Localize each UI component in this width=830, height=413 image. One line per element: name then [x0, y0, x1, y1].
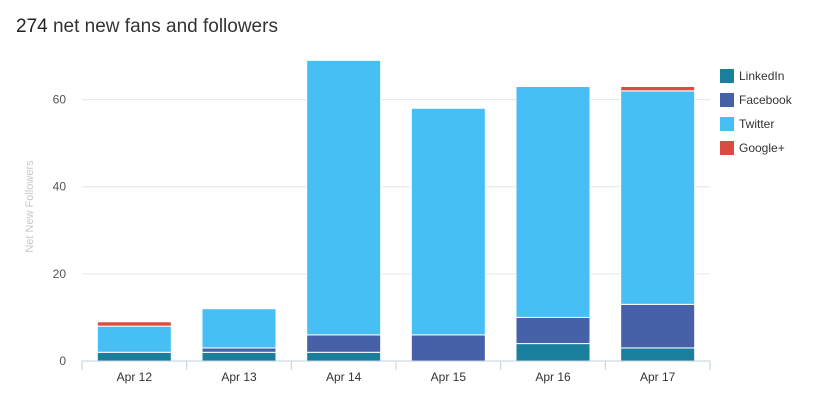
- chart-title: 274 net new fans and followers: [16, 16, 278, 38]
- total-count: 274: [16, 16, 48, 37]
- y-tick-label: 60: [53, 93, 67, 107]
- bar-linkedin: [96, 351, 172, 362]
- y-tick-label: 40: [53, 180, 67, 194]
- bar-google-: [96, 321, 172, 327]
- bar-twitter: [410, 107, 486, 336]
- legend-label: Facebook: [739, 93, 792, 107]
- bar-facebook: [620, 303, 696, 349]
- bar-twitter: [306, 59, 382, 336]
- y-axis-title: Net New Followers: [24, 160, 36, 253]
- legend-label: Twitter: [739, 117, 775, 131]
- legend-item-twitter[interactable]: Twitter: [720, 112, 820, 136]
- bar-facebook: [306, 334, 382, 353]
- x-tick-label: Apr 14: [326, 370, 362, 384]
- bar-facebook: [410, 334, 486, 362]
- legend-item-facebook[interactable]: Facebook: [720, 88, 820, 112]
- legend-swatch: [720, 93, 734, 107]
- bar-linkedin: [306, 351, 382, 362]
- x-tick-label: Apr 17: [640, 370, 676, 384]
- bar-twitter: [620, 90, 696, 305]
- chart-legend: LinkedIn Facebook Twitter Google+: [720, 64, 820, 160]
- legend-label: Google+: [739, 141, 785, 155]
- bar-twitter: [515, 86, 591, 318]
- y-tick-label: 0: [59, 354, 66, 368]
- legend-label: LinkedIn: [739, 69, 785, 83]
- bar-twitter: [201, 308, 277, 349]
- y-tick-label: 20: [53, 267, 67, 281]
- title-text: net new fans and followers: [52, 16, 278, 37]
- legend-item-google-[interactable]: Google+: [720, 136, 820, 160]
- legend-swatch: [720, 69, 734, 83]
- bar-facebook: [515, 316, 591, 345]
- bar-google-: [620, 86, 696, 92]
- bar-twitter: [96, 325, 172, 353]
- bar-linkedin: [620, 347, 696, 362]
- legend-item-linkedin[interactable]: LinkedIn: [720, 64, 820, 88]
- x-tick-label: Apr 15: [431, 370, 467, 384]
- legend-swatch: [720, 141, 734, 155]
- x-tick-label: Apr 13: [221, 370, 257, 384]
- x-tick-label: Apr 12: [117, 370, 153, 384]
- x-tick-label: Apr 16: [535, 370, 571, 384]
- bar-facebook: [201, 347, 277, 353]
- legend-swatch: [720, 117, 734, 131]
- bar-linkedin: [515, 343, 591, 362]
- bar-linkedin: [201, 351, 277, 362]
